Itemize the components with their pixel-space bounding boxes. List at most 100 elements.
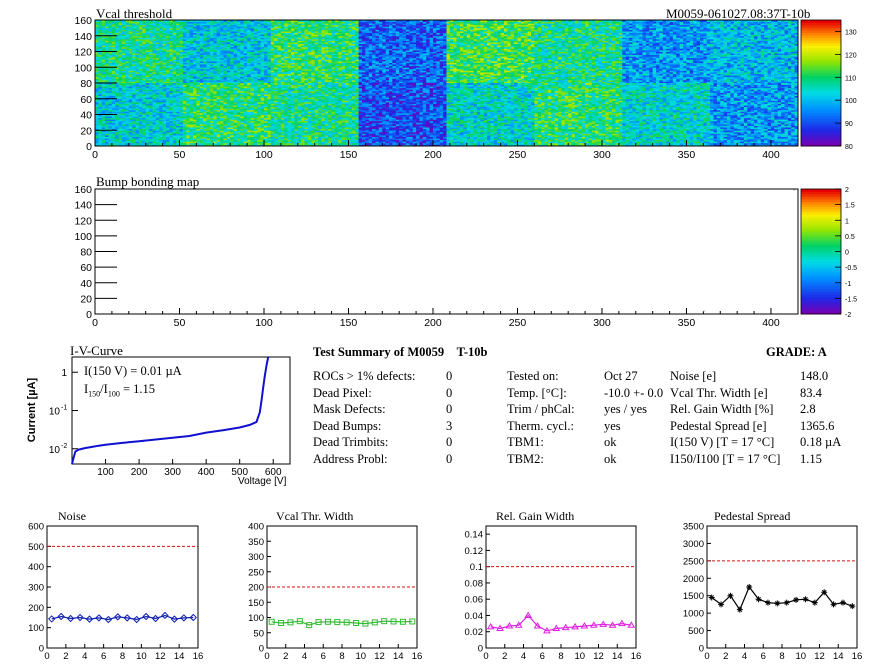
vcal-pixel — [240, 23, 245, 26]
vcal-pixel — [247, 46, 251, 49]
vcal-pixel — [267, 27, 272, 30]
vcal-pixel — [395, 61, 400, 63]
vcal-pixel — [378, 46, 383, 49]
vcal-pixel — [98, 81, 103, 84]
vcal-pixel — [419, 64, 424, 67]
vcal-pixel — [213, 53, 218, 56]
vcal-pixel — [409, 59, 414, 62]
vcal-pixel — [351, 76, 356, 79]
vcal-pixel — [193, 57, 197, 60]
vcal-pixel — [253, 27, 258, 30]
vcal-pixel — [220, 65, 224, 68]
vcal-pixel — [122, 24, 126, 27]
vcal-pixel — [277, 72, 282, 74]
vcal-pixel — [193, 76, 197, 79]
vcal-pixel — [223, 78, 228, 81]
vcal-pixel — [149, 20, 153, 22]
vcal-pixel — [166, 49, 170, 52]
vcal-pixel — [382, 34, 387, 37]
vcal-pixel — [426, 53, 430, 56]
vcal-pixel — [362, 37, 366, 40]
vcal-pixel — [95, 61, 99, 63]
vcal-pixel — [105, 73, 109, 76]
vcal-pixel — [304, 67, 309, 70]
vcal-pixel — [372, 73, 376, 76]
vcal-pixel — [331, 23, 336, 26]
vcal-pixel — [345, 65, 349, 68]
vcal-pixel — [176, 20, 180, 22]
vcal-pixel — [122, 34, 126, 37]
vcal-pixel — [247, 56, 251, 59]
vcal-pixel — [311, 29, 316, 32]
vcal-pixel — [385, 62, 390, 65]
vcal-pixel — [365, 31, 370, 33]
vcal-pixel — [341, 26, 346, 29]
vcal-pixel — [213, 38, 218, 41]
vcal-pixel — [226, 81, 231, 84]
vcal-pixel — [122, 81, 126, 84]
vcal-pixel — [118, 49, 123, 52]
vcal-pixel — [101, 78, 106, 81]
vcal-pixel — [209, 42, 214, 44]
vcal-pixel — [345, 43, 349, 46]
vcal-pixel — [172, 51, 177, 54]
vcal-pixel — [125, 51, 130, 54]
vcal-pixel — [226, 26, 231, 29]
vcal-pixel — [402, 46, 407, 49]
vcal-pixel — [314, 38, 319, 41]
vcal-pixel — [331, 53, 336, 56]
vcal-pixel — [162, 76, 167, 79]
vcal-pixel — [172, 76, 177, 79]
vcal-pixel — [331, 40, 336, 43]
vcal-pixel — [152, 23, 157, 26]
vcal-pixel — [409, 42, 414, 44]
vcal-pixel — [422, 70, 427, 73]
vcal-pixel — [274, 37, 278, 40]
vcal-pixel — [240, 78, 245, 81]
vcal-pixel — [196, 61, 201, 63]
vcal-pixel — [419, 54, 424, 57]
vcal-pixel — [145, 45, 150, 48]
vcal-pixel — [318, 81, 322, 84]
vcal-pixel — [324, 37, 329, 40]
vcal-pixel — [412, 75, 417, 78]
vcal-pixel — [321, 76, 326, 79]
vcal-pixel — [297, 42, 302, 44]
vcal-pixel — [301, 81, 305, 84]
vcal-pixel — [152, 46, 157, 49]
vcal-pixel — [331, 65, 336, 68]
vcal-pixel — [189, 35, 194, 38]
vcal-pixel — [291, 35, 295, 38]
vcal-pixel — [419, 26, 424, 29]
vcal-pixel — [419, 70, 424, 73]
vcal-pixel — [149, 38, 153, 41]
vcal-pixel — [301, 68, 305, 71]
vcal-pixel — [250, 54, 255, 57]
vcal-pixel — [267, 35, 272, 38]
vcal-pixel — [412, 65, 417, 68]
vcal-pixel — [284, 64, 289, 67]
vcal-pixel — [402, 59, 407, 62]
vcal-pixel — [385, 51, 390, 54]
vcal-pixel — [307, 46, 312, 49]
vcal-pixel — [274, 34, 278, 37]
vcal-pixel — [240, 75, 245, 78]
vcal-pixel — [196, 45, 201, 48]
vcal-pixel — [399, 40, 403, 43]
vcal-pixel — [345, 48, 349, 51]
vcal-pixel — [355, 34, 359, 37]
vcal-pixel — [179, 21, 184, 24]
vcal-pixel — [341, 76, 346, 79]
vcal-pixel — [378, 54, 383, 57]
vcal-pixel — [264, 68, 268, 71]
vcal-pixel — [220, 24, 224, 27]
vcal-pixel — [307, 23, 312, 26]
vcal-pixel — [378, 57, 383, 60]
vcal-pixel — [138, 76, 143, 79]
vcal-pixel — [348, 62, 353, 65]
vcal-pixel — [368, 24, 373, 27]
vcal-pixel — [338, 35, 343, 38]
vcal-pixel — [291, 64, 295, 67]
vcal-pixel — [118, 40, 123, 43]
vcal-pixel — [237, 68, 241, 71]
